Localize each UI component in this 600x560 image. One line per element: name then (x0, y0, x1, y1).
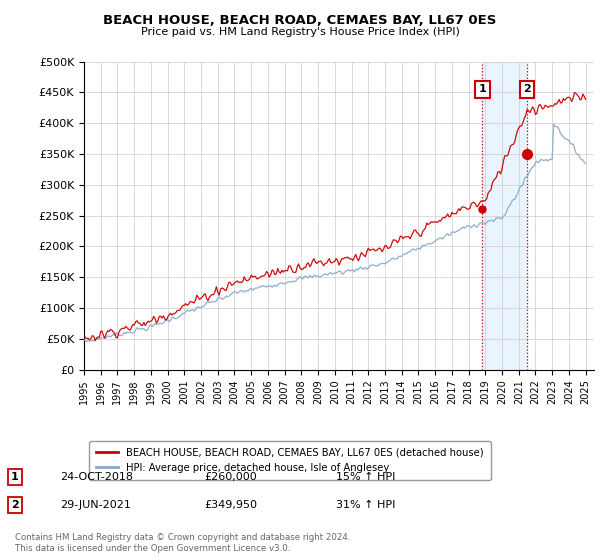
Text: Contains HM Land Registry data © Crown copyright and database right 2024.
This d: Contains HM Land Registry data © Crown c… (15, 533, 350, 553)
Text: £260,000: £260,000 (204, 472, 257, 482)
Text: 15% ↑ HPI: 15% ↑ HPI (336, 472, 395, 482)
Text: 2: 2 (11, 500, 19, 510)
Bar (482, 62, 527, 370)
Text: 24-OCT-2018: 24-OCT-2018 (60, 472, 133, 482)
Text: 1: 1 (478, 85, 486, 94)
Text: 31% ↑ HPI: 31% ↑ HPI (336, 500, 395, 510)
Text: £349,950: £349,950 (204, 500, 257, 510)
Text: 2: 2 (523, 85, 531, 94)
Legend: BEACH HOUSE, BEACH ROAD, CEMAES BAY, LL67 0ES (detached house), HPI: Average pri: BEACH HOUSE, BEACH ROAD, CEMAES BAY, LL6… (89, 441, 491, 480)
Text: 1: 1 (11, 472, 19, 482)
Text: 29-JUN-2021: 29-JUN-2021 (60, 500, 131, 510)
Text: Price paid vs. HM Land Registry's House Price Index (HPI): Price paid vs. HM Land Registry's House … (140, 27, 460, 37)
Text: BEACH HOUSE, BEACH ROAD, CEMAES BAY, LL67 0ES: BEACH HOUSE, BEACH ROAD, CEMAES BAY, LL6… (103, 14, 497, 27)
